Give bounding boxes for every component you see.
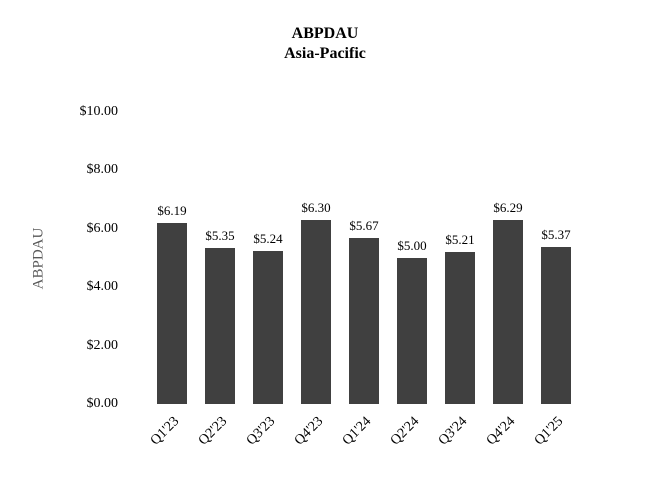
bar-slot: $6.19 Q1'23 (148, 112, 196, 448)
y-axis-tick-label: $2.00 (86, 337, 119, 353)
bar (445, 251, 475, 404)
bar (157, 223, 187, 404)
bar-value-label: $5.21 (445, 231, 475, 247)
bar-slot: $6.30 Q4'23 (292, 112, 340, 448)
x-axis-tick-label-text: Q3'23 (244, 414, 279, 449)
y-axis-tick-label: $10.00 (79, 104, 119, 119)
y-axis-tick-label: $4.00 (86, 279, 119, 295)
x-axis-tick-label-text: Q2'24 (388, 414, 423, 449)
bar-value-label: $6.30 (301, 200, 331, 216)
bar (205, 247, 235, 404)
bar-value-label: $5.37 (541, 227, 571, 243)
bar-value-label: $5.67 (349, 218, 379, 234)
y-axis-tick-label: $6.00 (86, 220, 119, 236)
y-axis-tick-label: $0.00 (86, 396, 119, 411)
bar-value-label: $5.00 (397, 238, 427, 253)
bar (301, 220, 331, 404)
x-axis-tick-label-text: Q1'25 (532, 414, 567, 449)
x-axis-tick-label-text: Q1'24 (340, 414, 375, 449)
bar-slot: $6.29 Q4'24 (484, 112, 532, 448)
plot-area: $6.19 Q1'23 $5.35 Q2'23 $5.24 Q3'23 $6.30 Q4'23… (148, 112, 580, 448)
x-axis-tick-label-text: Q3'24 (436, 414, 471, 449)
bar-value-label: $6.19 (157, 203, 187, 219)
chart-title: ABPDAU (291, 25, 359, 42)
bar (349, 238, 379, 404)
bar (541, 247, 571, 404)
bar-value-label: $5.35 (205, 227, 235, 243)
x-axis-tick-label-text: Q4'23 (292, 414, 327, 449)
y-axis-ticks: $0.00 $2.00 $4.00 $6.00 $8.00 $10.00 (0, 104, 119, 411)
bar (493, 220, 523, 404)
x-axis-tick-label-text: Q2'23 (196, 414, 231, 449)
bar-slot: $5.21 Q3'24 (436, 112, 484, 448)
bar (253, 251, 283, 404)
bar-slot: $5.37 Q1'25 (532, 112, 580, 448)
bar-slot: $5.24 Q3'23 (244, 112, 292, 448)
bar-slot: $5.35 Q2'23 (196, 112, 244, 448)
y-axis-tick-label: $8.00 (86, 162, 119, 178)
chart-subtitle: Asia-Pacific (284, 45, 366, 62)
chart-title-block: ABPDAU Asia-Pacific (0, 24, 650, 64)
bar-value-label: $5.24 (253, 231, 283, 246)
bar-slot: $5.67 Q1'24 (340, 112, 388, 448)
bar (397, 258, 427, 404)
bar-slot: $5.00 Q2'24 (388, 112, 436, 448)
bar-value-label: $6.29 (493, 200, 523, 216)
x-axis-tick-label-text: Q4'24 (484, 414, 519, 449)
x-axis-tick-label-text: Q1'23 (148, 414, 183, 449)
